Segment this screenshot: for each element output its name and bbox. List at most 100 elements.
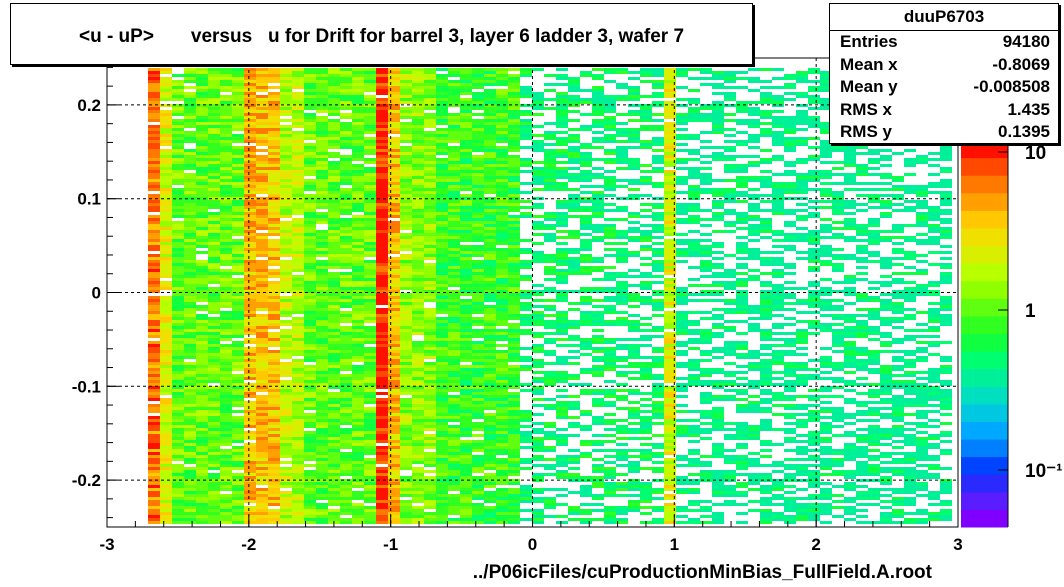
heatmap-cell <box>304 419 316 422</box>
heatmap-cell <box>520 113 532 116</box>
heatmap-cell <box>292 410 304 413</box>
heatmap-cell <box>352 383 364 386</box>
heatmap-cell <box>304 512 316 515</box>
heatmap-cell <box>208 68 220 71</box>
heatmap-cell <box>292 344 304 347</box>
heatmap-cell <box>568 167 580 170</box>
heatmap-cell <box>196 245 208 248</box>
heatmap-cell <box>580 317 592 320</box>
heatmap-cell <box>412 476 424 479</box>
heatmap-cell <box>412 521 424 524</box>
heatmap-cell <box>184 107 196 110</box>
heatmap-cell <box>568 173 580 176</box>
heatmap-cell <box>412 506 424 509</box>
heatmap-cell <box>436 485 448 488</box>
heatmap-cell <box>424 461 436 464</box>
heatmap-cell <box>352 155 364 158</box>
heatmap-cell <box>316 281 328 284</box>
heatmap-cell <box>412 203 424 206</box>
heatmap-cell <box>172 326 184 329</box>
heatmap-cell <box>424 182 436 185</box>
heatmap-cell <box>328 431 340 434</box>
heatmap-cell <box>592 101 604 104</box>
heatmap-cell <box>148 416 160 419</box>
heatmap-cell <box>592 185 604 188</box>
heatmap-cell <box>256 206 268 209</box>
heatmap-cell <box>376 182 388 185</box>
heatmap-cell <box>304 98 316 101</box>
heatmap-cell <box>412 188 424 191</box>
heatmap-cell <box>508 251 520 254</box>
heatmap-cell <box>268 497 280 500</box>
heatmap-cell <box>412 248 424 251</box>
heatmap-cell <box>304 290 316 293</box>
heatmap-cell <box>592 104 604 107</box>
heatmap-cell <box>244 254 256 257</box>
heatmap-cell <box>292 233 304 236</box>
heatmap-cell <box>388 401 400 404</box>
heatmap-cell <box>232 512 244 515</box>
heatmap-cell <box>304 122 316 125</box>
heatmap-cell <box>244 368 256 371</box>
heatmap-cell <box>364 515 376 518</box>
heatmap-cell <box>352 338 364 341</box>
heatmap-cell <box>244 89 256 92</box>
heatmap-cell <box>352 494 364 497</box>
heatmap-cell <box>472 98 484 101</box>
heatmap-cell <box>268 410 280 413</box>
heatmap-cell <box>220 452 232 455</box>
heatmap-cell <box>556 251 568 254</box>
heatmap-cell <box>172 206 184 209</box>
heatmap-cell <box>472 317 484 320</box>
heatmap-cell <box>328 182 340 185</box>
heatmap-cell <box>304 356 316 359</box>
heatmap-cell <box>436 497 448 500</box>
heatmap-cell <box>508 353 520 356</box>
heatmap-cell <box>436 68 448 71</box>
heatmap-cell <box>280 254 292 257</box>
heatmap-cell <box>472 269 484 272</box>
heatmap-cell <box>268 86 280 89</box>
heatmap-cell <box>172 242 184 245</box>
heatmap-cell <box>376 377 388 380</box>
heatmap-cell <box>484 188 496 191</box>
heatmap-cell <box>256 170 268 173</box>
heatmap-cell <box>400 515 412 518</box>
heatmap-cell <box>256 98 268 101</box>
heatmap-cell <box>304 200 316 203</box>
heatmap-cell <box>292 338 304 341</box>
heatmap-cell <box>256 299 268 302</box>
heatmap-cell <box>352 296 364 299</box>
heatmap-cell <box>208 221 220 224</box>
heatmap-cell <box>520 437 532 440</box>
heatmap-cell <box>460 401 472 404</box>
heatmap-cell <box>352 446 364 449</box>
heatmap-cell <box>196 401 208 404</box>
heatmap-cell <box>244 314 256 317</box>
heatmap-cell <box>316 320 328 323</box>
heatmap-cell <box>208 401 220 404</box>
heatmap-cell <box>268 71 280 74</box>
heatmap-cell <box>280 89 292 92</box>
heatmap-cell <box>160 251 172 254</box>
heatmap-cell <box>220 440 232 443</box>
heatmap-cell <box>460 326 472 329</box>
heatmap-cell <box>328 515 340 518</box>
heatmap-cell <box>340 464 352 467</box>
heatmap-cell <box>424 317 436 320</box>
heatmap-cell <box>256 506 268 509</box>
heatmap-cell <box>244 215 256 218</box>
heatmap-cell <box>292 392 304 395</box>
heatmap-cell <box>448 242 460 245</box>
heatmap-cell <box>364 125 376 128</box>
heatmap-cell <box>556 434 568 437</box>
heatmap-cell <box>340 314 352 317</box>
heatmap-cell <box>244 419 256 422</box>
heatmap-cell <box>388 200 400 203</box>
heatmap-cell <box>208 248 220 251</box>
heatmap-cell <box>208 359 220 362</box>
heatmap-cell <box>352 143 364 146</box>
heatmap-cell <box>256 359 268 362</box>
heatmap-cell <box>580 311 592 314</box>
heatmap-cell <box>340 263 352 266</box>
